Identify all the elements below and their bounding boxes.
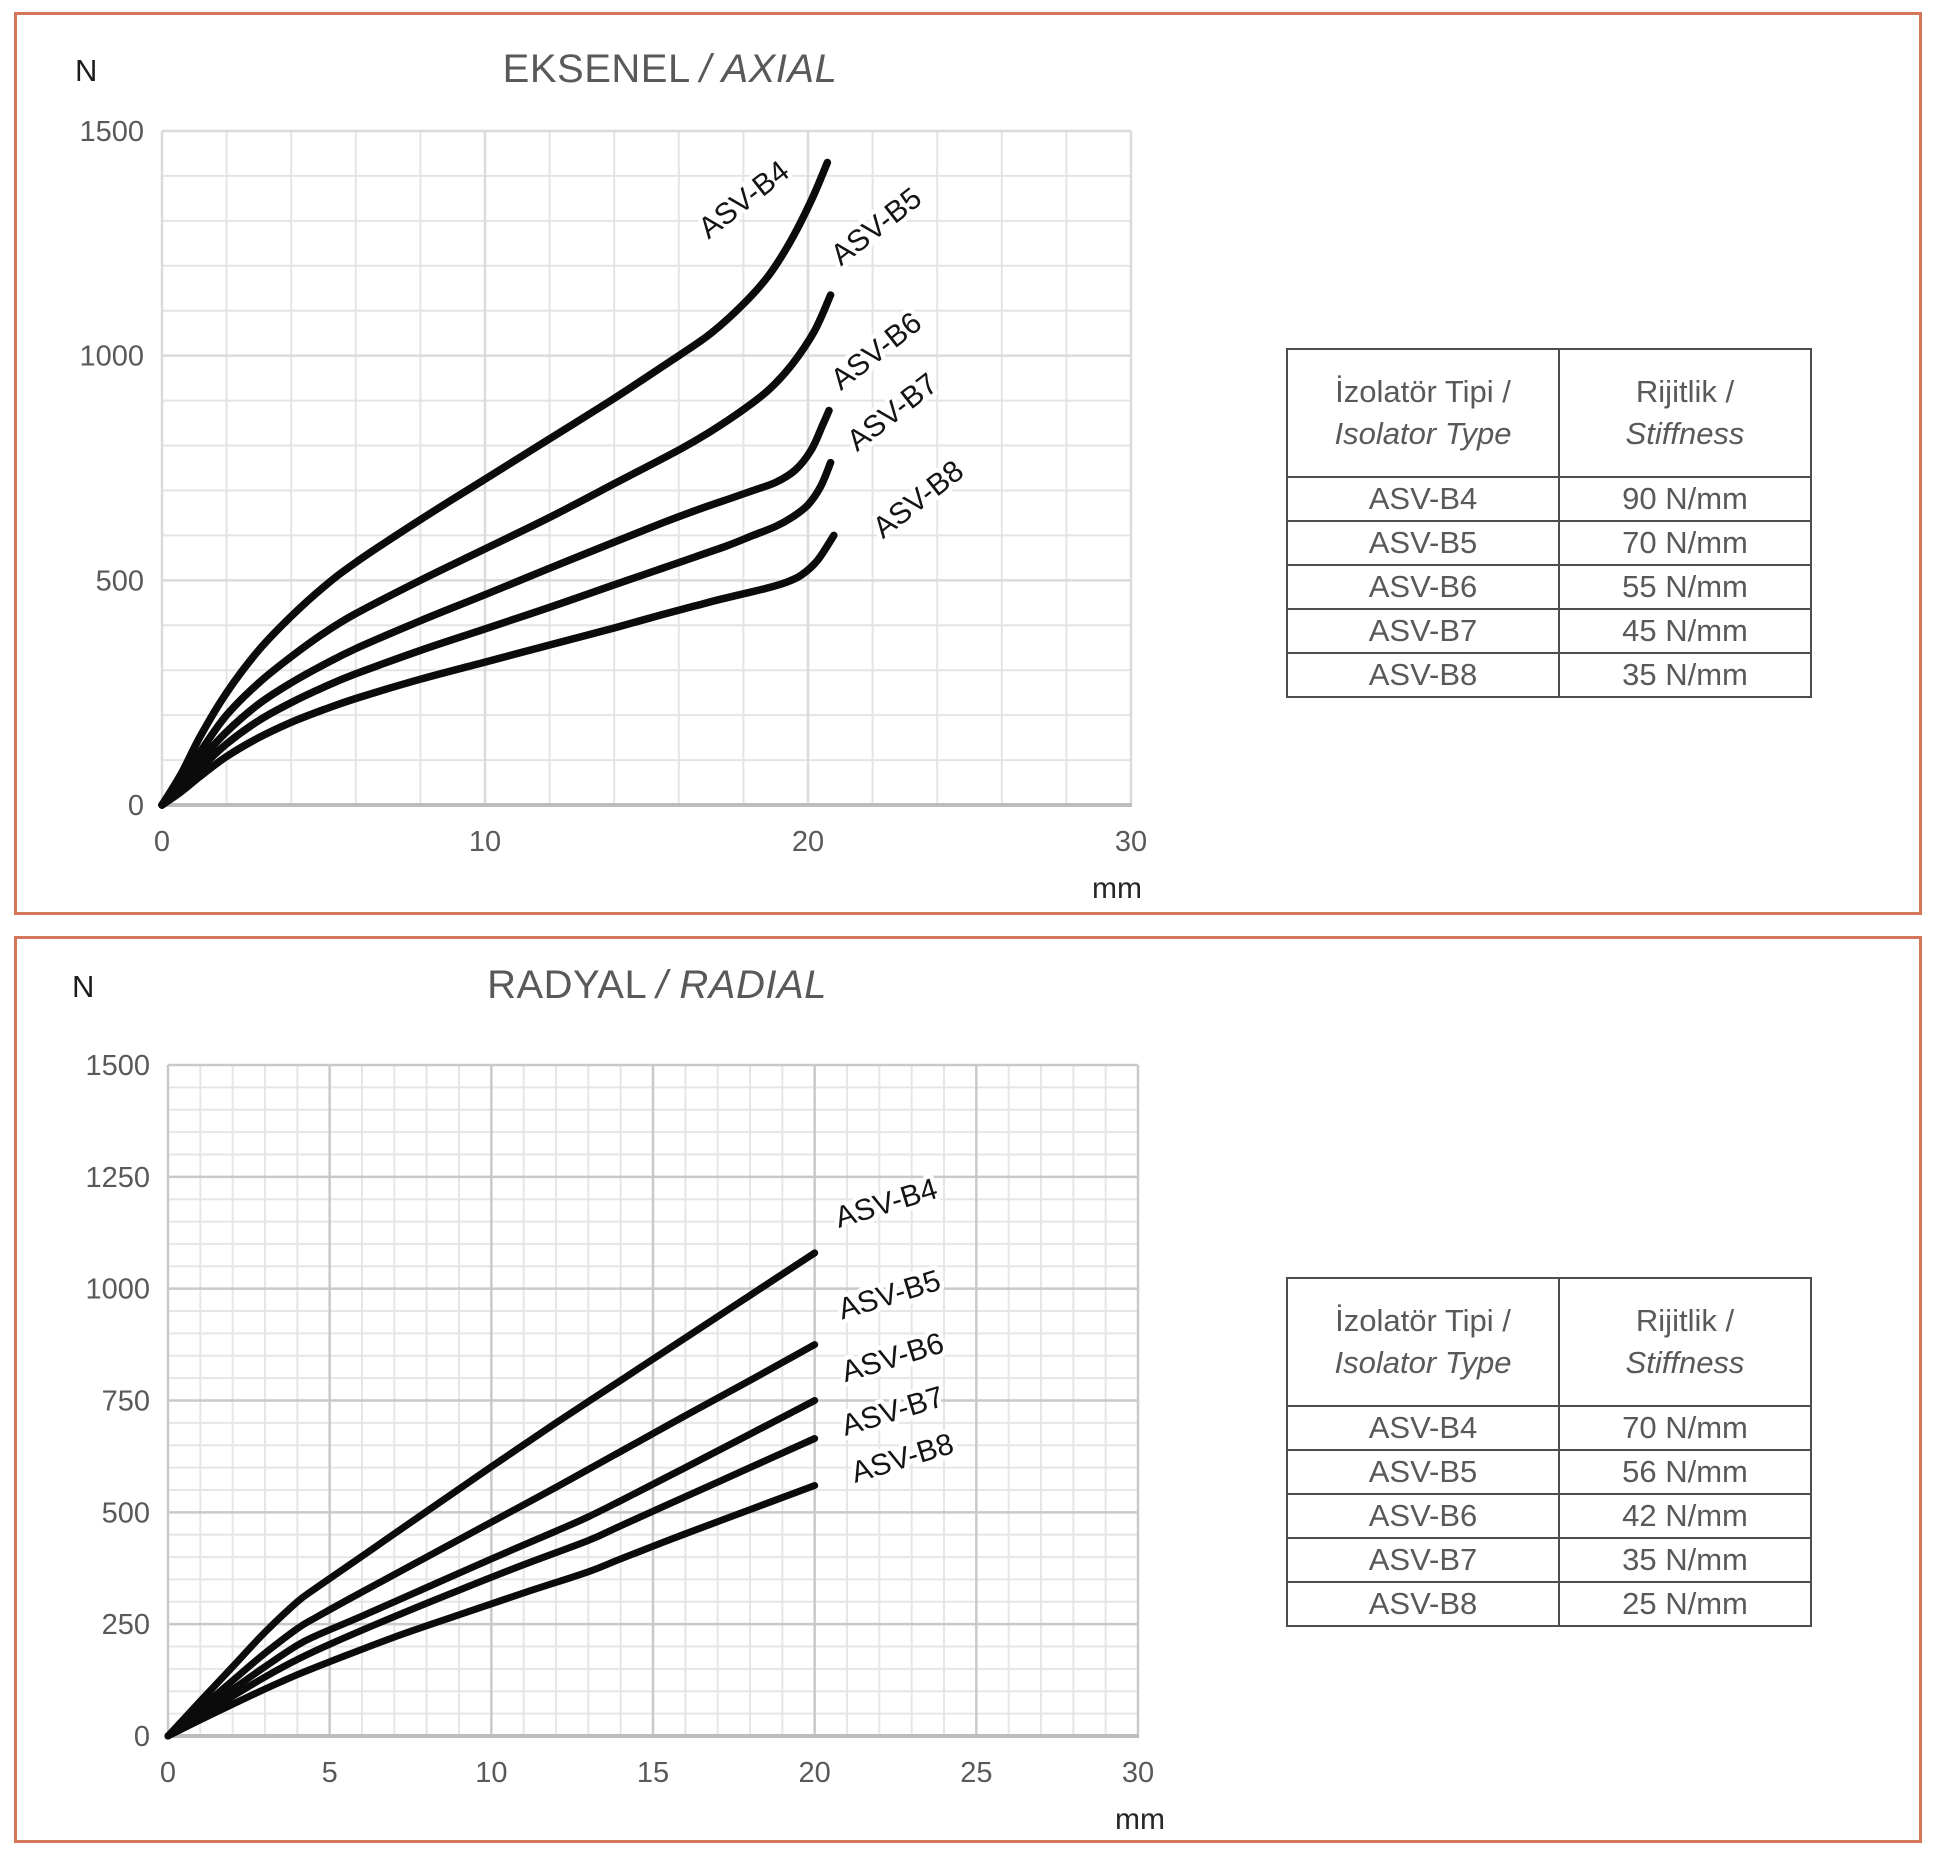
title-italic: / RADIAL: [656, 963, 827, 1007]
y-tick-label: 250: [102, 1609, 150, 1641]
radial-panel: ASV-B4 ASV-B5 ASV-B6 ASV-B7 ASV-B8 0 250 500 750…: [14, 936, 1922, 1843]
table-cell: ASV-B8: [1286, 652, 1560, 698]
curve-ASV-B4: [158, 158, 832, 809]
table-cell: 70 N/mm: [1558, 1405, 1812, 1451]
title-main: RADYAL: [487, 963, 648, 1007]
x-tick-label: 30: [1122, 1757, 1154, 1789]
y-tick-label: 1500: [85, 1050, 150, 1082]
x-tick-label: 0: [160, 1757, 176, 1789]
table-cell: 70 N/mm: [1558, 520, 1812, 566]
table-row: ASV-B8 25 N/mm: [1286, 1581, 1812, 1627]
table-cell: ASV-B5: [1286, 1449, 1560, 1495]
table-cell: ASV-B6: [1286, 564, 1560, 610]
curve-label-ASV-B6: ASV-B6: [838, 1327, 948, 1389]
y-tick-label: 750: [102, 1386, 150, 1418]
table-header-cell: İzolatör Tipi / Isolator Type: [1286, 1277, 1560, 1407]
axial-stiffness-table: İzolatör Tipi / Isolator Type Rijitlik / St…: [1286, 348, 1812, 698]
table-cell: 35 N/mm: [1558, 1537, 1812, 1583]
table-row: ASV-B4 70 N/mm: [1286, 1405, 1812, 1451]
curve-ASV-B8: [158, 531, 838, 809]
axial-chart: ASV-B4 ASV-B5ASV-B6ASV-B7ASV-B80500100015…: [79, 116, 1147, 858]
y-tick-label: 500: [102, 1497, 150, 1529]
header-line-2: Isolator Type: [1334, 1345, 1512, 1380]
header-line-1: Rijitlik /: [1635, 374, 1735, 410]
curve-ASV-B6: [164, 1397, 819, 1740]
table-cell: 45 N/mm: [1558, 608, 1812, 654]
axial-chart-title: EKSENEL / AXIAL: [503, 47, 838, 92]
table-cell: ASV-B4: [1286, 1405, 1560, 1451]
header-line-2: Stiffness: [1625, 1345, 1745, 1380]
curve-label-ASV-B8: ASV-B8: [867, 454, 970, 545]
y-tick-label: 1250: [85, 1162, 150, 1194]
x-tick-label: 30: [1115, 826, 1147, 858]
table-cell: ASV-B8: [1286, 1581, 1560, 1627]
table-cell: 25 N/mm: [1558, 1581, 1812, 1627]
table-cell: ASV-B5: [1286, 520, 1560, 566]
radial-stiffness-table: İzolatör Tipi / Isolator Type Rijitlik / St…: [1286, 1277, 1812, 1627]
table-cell: 35 N/mm: [1558, 652, 1812, 698]
x-tick-label: 25: [960, 1757, 992, 1789]
table-cell: 90 N/mm: [1558, 476, 1812, 522]
y-tick-label: 1000: [85, 1274, 150, 1306]
curve-ASV-B7: [158, 458, 835, 809]
x-tick-label: 10: [475, 1757, 507, 1789]
title-main: EKSENEL: [502, 47, 691, 91]
x-tick-label: 20: [792, 826, 824, 858]
title-italic: / AXIAL: [699, 47, 838, 91]
y-tick-label: 1000: [79, 341, 144, 373]
header-line-2: Isolator Type: [1334, 416, 1512, 451]
table-cell: 42 N/mm: [1558, 1493, 1812, 1539]
curve-ASV-B5: [164, 1341, 819, 1740]
axial-y-unit-label: N: [75, 53, 98, 88]
table-header-row: İzolatör Tipi / Isolator Type Rijitlik / St…: [1286, 1277, 1812, 1407]
header-line-1: İzolatör Tipi /: [1335, 1303, 1511, 1339]
radial-chart: ASV-B4ASV-B5ASV-B6ASV-B7ASV-B80250500750…: [85, 1050, 1154, 1789]
y-tick-label: 0: [134, 1721, 150, 1753]
axial-x-unit-label: mm: [1092, 872, 1142, 905]
curve-ASV-B5: [158, 291, 835, 809]
radial-x-unit-label: mm: [1115, 1803, 1165, 1836]
header-line-1: İzolatör Tipi /: [1335, 374, 1511, 410]
x-tick-label: 5: [322, 1757, 338, 1789]
table-cell: ASV-B7: [1286, 608, 1560, 654]
table-row: ASV-B6 42 N/mm: [1286, 1493, 1812, 1539]
table-row: ASV-B8 35 N/mm: [1286, 652, 1812, 698]
table-row: ASV-B7 35 N/mm: [1286, 1537, 1812, 1583]
curve-ASV-B8: [164, 1482, 819, 1740]
y-tick-label: 500: [96, 565, 144, 597]
table-header-row: İzolatör Tipi / Isolator Type Rijitlik / St…: [1286, 348, 1812, 478]
radial-y-unit-label: N: [72, 969, 95, 1004]
table-row: ASV-B7 45 N/mm: [1286, 608, 1812, 654]
table-row: ASV-B5 56 N/mm: [1286, 1449, 1812, 1495]
table-cell: ASV-B4: [1286, 476, 1560, 522]
table-row: ASV-B4 90 N/mm: [1286, 476, 1812, 522]
table-row: ASV-B5 70 N/mm: [1286, 520, 1812, 566]
table-row: ASV-B6 55 N/mm: [1286, 564, 1812, 610]
curve-ASV-B6: [158, 406, 833, 809]
radial-chart-title: RADYAL / RADIAL: [487, 963, 827, 1008]
table-header-cell: Rijitlik / Stiffness: [1558, 1277, 1812, 1407]
table-header-cell: Rijitlik / Stiffness: [1558, 348, 1812, 478]
y-tick-label: 1500: [79, 116, 144, 148]
x-tick-label: 20: [799, 1757, 831, 1789]
axial-panel: ASV-B4 ASV-B5 ASV-B6 ASV-B7 ASV-B8 0 500 1000 15…: [14, 12, 1922, 915]
table-cell: 55 N/mm: [1558, 564, 1812, 610]
table-cell: ASV-B6: [1286, 1493, 1560, 1539]
x-tick-label: 0: [154, 826, 170, 858]
curve-ASV-B4: [164, 1249, 819, 1740]
x-tick-label: 15: [637, 1757, 669, 1789]
header-line-2: Stiffness: [1625, 416, 1745, 451]
x-tick-label: 10: [469, 826, 501, 858]
header-line-1: Rijitlik /: [1635, 1303, 1735, 1339]
table-cell: ASV-B7: [1286, 1537, 1560, 1583]
curve-ASV-B7: [164, 1435, 819, 1740]
y-tick-label: 0: [128, 790, 144, 822]
table-header-cell: İzolatör Tipi / Isolator Type: [1286, 348, 1560, 478]
curve-label-ASV-B5: ASV-B5: [834, 1264, 944, 1326]
curve-label-ASV-B5: ASV-B5: [825, 182, 928, 273]
table-cell: 56 N/mm: [1558, 1449, 1812, 1495]
